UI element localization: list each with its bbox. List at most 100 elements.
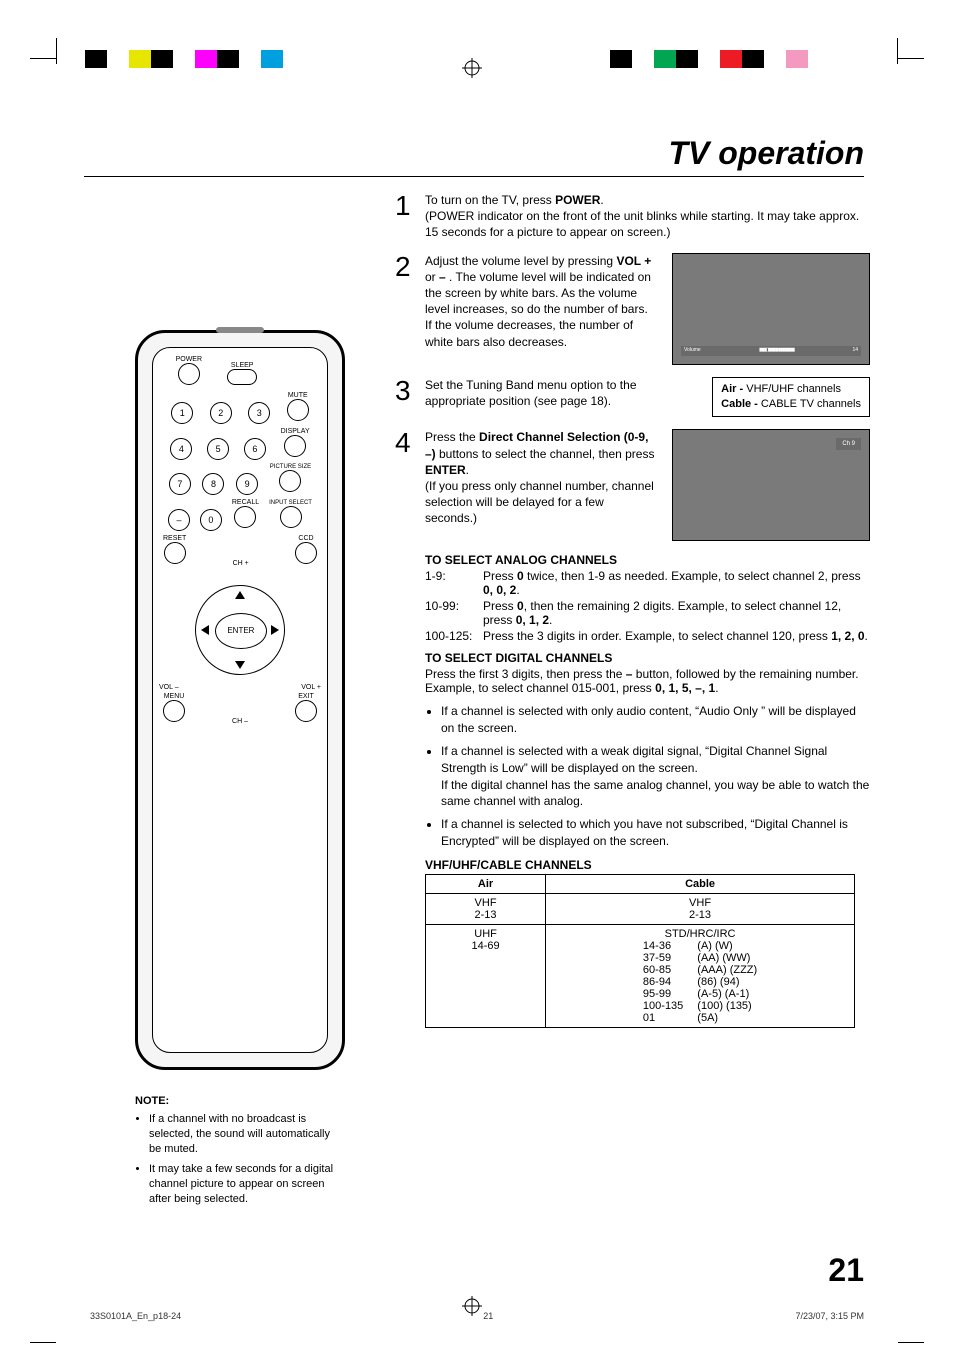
step-number: 4 xyxy=(395,429,425,541)
table-cell: VHF 2-13 xyxy=(546,893,855,924)
t: 1, 2, 0 xyxy=(831,629,864,643)
volume-label: Volume xyxy=(684,347,701,354)
t: Press xyxy=(483,569,517,583)
t: Press the first 3 digits, then press the xyxy=(425,667,626,681)
page-title: TV operation xyxy=(84,135,864,177)
t: twice, then 1-9 as needed. Example, to s… xyxy=(524,569,861,583)
digit-4-button[interactable]: 4 xyxy=(170,438,192,460)
color-bar-left xyxy=(85,50,283,68)
step4-b2: ENTER xyxy=(425,463,466,477)
step-number: 3 xyxy=(395,377,425,418)
bullet-item: If a channel is selected with only audio… xyxy=(441,703,870,737)
digit-8-button[interactable]: 8 xyxy=(202,473,224,495)
t: 0, 0, 2 xyxy=(483,583,516,597)
exit-label: EXIT xyxy=(295,693,317,700)
mute-label: MUTE xyxy=(287,392,309,399)
step-number: 1 xyxy=(395,192,425,241)
digit-3-button[interactable]: 3 xyxy=(248,402,270,424)
footer-right: 7/23/07, 3:15 PM xyxy=(795,1311,864,1321)
step4-press: Press the xyxy=(425,430,479,444)
volume-value: 14 xyxy=(852,347,858,354)
ch-plus-label: CH + xyxy=(186,560,295,567)
recall-button[interactable] xyxy=(234,506,256,528)
display-label: DISPLAY xyxy=(281,428,310,435)
t: . xyxy=(516,583,519,597)
t: . xyxy=(865,629,868,643)
menu-label: MENU xyxy=(163,693,185,700)
page-number: 21 xyxy=(828,1252,864,1289)
step2-mid: or xyxy=(425,270,439,284)
table-cell: VHF 2-13 xyxy=(426,893,546,924)
crop-mark xyxy=(30,1342,56,1343)
step1-text: To turn on the TV, press xyxy=(425,193,555,207)
dash-button[interactable]: – xyxy=(168,509,190,531)
reset-button[interactable] xyxy=(164,542,186,564)
display-button[interactable] xyxy=(284,435,306,457)
picture-size-button[interactable] xyxy=(279,470,301,492)
menu-button[interactable] xyxy=(163,700,185,722)
input-select-button[interactable] xyxy=(280,506,302,528)
t: Press xyxy=(483,599,517,613)
mute-button[interactable] xyxy=(287,399,309,421)
digital-body: Press the first 3 digits, then press the… xyxy=(425,667,870,695)
crop-mark xyxy=(56,38,57,64)
reset-label: RESET xyxy=(163,535,186,542)
volume-screen: Volume ▮▮▮▮▯▮▮▮▮▮▮▮▮▮▮▮▮▮▮▮ 14 xyxy=(672,253,870,365)
digit-7-button[interactable]: 7 xyxy=(169,473,191,495)
ccd-button[interactable] xyxy=(295,542,317,564)
crop-mark xyxy=(897,38,898,64)
digit-6-button[interactable]: 6 xyxy=(244,438,266,460)
bullet-item: If a channel is selected with a weak dig… xyxy=(441,743,870,810)
digit-2-button[interactable]: 2 xyxy=(210,402,232,424)
cable-text: CABLE TV channels xyxy=(758,398,861,410)
power-label: POWER xyxy=(176,356,202,363)
channel-screen: Ch 9 xyxy=(672,429,870,541)
air-label: Air - xyxy=(721,383,743,395)
t: 0 xyxy=(517,599,524,613)
ch-minus-label: CH – xyxy=(185,718,295,725)
dpad[interactable]: ENTER xyxy=(185,575,295,685)
registration-mark-icon xyxy=(462,1296,482,1321)
notes-section: NOTE: If a channel with no broadcast is … xyxy=(135,1094,345,1207)
footer-mid: 21 xyxy=(483,1311,493,1321)
analog-rows: 1-9:Press 0 twice, then 1-9 as needed. E… xyxy=(425,569,870,643)
cable-header: STD/HRC/IRC xyxy=(552,928,848,940)
t: 0 xyxy=(517,569,524,583)
digit-1-button[interactable]: 1 xyxy=(171,402,193,424)
left-column: POWER SLEEP 1 2 3 MUTE 4 5 6 DISPLAY xyxy=(135,330,345,1213)
t: 0, 1, 2 xyxy=(516,613,549,627)
analog-key: 100-125: xyxy=(425,629,483,643)
table-header-cable: Cable xyxy=(546,874,855,893)
t: button, followed by the remaining number… xyxy=(632,667,858,681)
bullet-item: If a channel is selected to which you ha… xyxy=(441,816,870,850)
t: Example, to select channel 015-001, pres… xyxy=(425,681,655,695)
digit-0-button[interactable]: 0 xyxy=(200,509,222,531)
step2-b2: – xyxy=(439,270,446,284)
registration-mark-icon xyxy=(462,58,482,83)
note-item: If a channel with no broadcast is select… xyxy=(149,1112,345,1157)
step3-text: Set the Tuning Band menu option to the a… xyxy=(425,377,697,418)
digit-9-button[interactable]: 9 xyxy=(236,473,258,495)
vol-plus-label: VOL + xyxy=(301,684,321,691)
step-2: 2 Adjust the volume level by pressing VO… xyxy=(395,253,870,365)
crop-mark xyxy=(898,1342,924,1343)
air-text: VHF/UHF channels xyxy=(743,383,841,395)
tuning-band-box: Air - VHF/UHF channels Cable - CABLE TV … xyxy=(712,377,870,418)
note-title: NOTE: xyxy=(135,1094,345,1109)
step2-b1: VOL + xyxy=(616,254,651,268)
step-3: 3 Set the Tuning Band menu option to the… xyxy=(395,377,870,418)
step4-mid: buttons to select the channel, then pres… xyxy=(436,447,655,461)
t: . xyxy=(549,613,552,627)
digit-5-button[interactable]: 5 xyxy=(207,438,229,460)
volume-bars-icon: ▮▮▮▮▯▮▮▮▮▮▮▮▮▮▮▮▮▮▮▮ xyxy=(759,347,794,354)
color-bar-right xyxy=(610,50,808,68)
vhf-uhf-cable-table: Air Cable VHF 2-13 VHF 2-13 UHF 14-69 ST… xyxy=(425,874,855,1028)
exit-button[interactable] xyxy=(295,700,317,722)
sleep-button[interactable] xyxy=(227,369,257,385)
page: TV operation POWER SLEEP 1 2 3 MUTE 4 xyxy=(0,0,954,1351)
sleep-label: SLEEP xyxy=(227,362,257,369)
power-button[interactable] xyxy=(178,363,200,385)
step2-line1: Adjust the volume level by pressing xyxy=(425,254,616,268)
analog-key: 1-9: xyxy=(425,569,483,597)
digital-title: TO SELECT DIGITAL CHANNELS xyxy=(425,651,870,665)
